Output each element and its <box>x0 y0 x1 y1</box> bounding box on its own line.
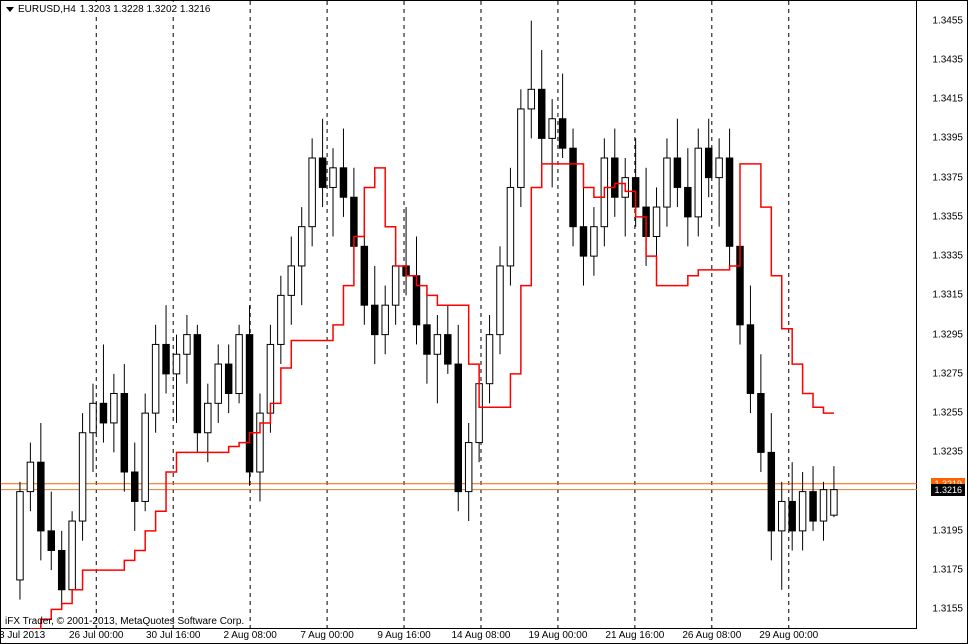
chart-window[interactable]: EURUSD,H4 1.3203 1.3228 1.3202 1.3216 1.… <box>0 0 968 644</box>
symbol-timeframe-label: EURUSD,H4 <box>18 4 76 15</box>
x-tick-label: 29 Aug 00:00 <box>759 630 818 641</box>
plot-area[interactable] <box>1 1 917 629</box>
x-tick-label: 9 Aug 16:00 <box>377 630 430 641</box>
chart-header: EURUSD,H4 1.3203 1.3228 1.3202 1.3216 <box>2 2 210 16</box>
y-tick-label: 1.3335 <box>932 251 963 262</box>
y-tick-label: 1.3435 <box>932 54 963 65</box>
y-tick-label: 1.3255 <box>932 408 963 419</box>
y-tick-label: 1.3375 <box>932 172 963 183</box>
x-tick-label: 30 Jul 16:00 <box>146 630 201 641</box>
x-tick-label: 26 Aug 08:00 <box>682 630 741 641</box>
y-tick-label: 1.3175 <box>932 565 963 576</box>
y-tick-label: 1.3315 <box>932 290 963 301</box>
y-tick-label: 1.3275 <box>932 368 963 379</box>
x-tick-label: 7 Aug 00:00 <box>300 630 353 641</box>
y-tick-label: 1.3355 <box>932 211 963 222</box>
y-tick-label: 1.3295 <box>932 329 963 340</box>
ohlc-label: 1.3203 1.3228 1.3202 1.3216 <box>80 4 211 15</box>
y-axis: 1.31551.31751.31951.32151.32351.32551.32… <box>917 1 967 629</box>
x-tick-label: 26 Jul 00:00 <box>69 630 124 641</box>
chart-svg <box>1 1 917 629</box>
y-tick-label: 1.3455 <box>932 15 963 26</box>
y-tick-label: 1.3415 <box>932 94 963 105</box>
x-tick-label: 21 Aug 16:00 <box>605 630 664 641</box>
copyright-label: iFX Trader, © 2001-2013, MetaQuotes Soft… <box>5 616 244 627</box>
x-axis: 23 Jul 2013 26 Jul 00:00 30 Jul 16:00 2 Aug… <box>1 629 917 643</box>
price-badge: 1.3216 <box>931 484 965 496</box>
x-tick-label: 14 Aug 08:00 <box>451 630 510 641</box>
x-tick-label: 19 Aug 00:00 <box>528 630 587 641</box>
x-tick-label: 2 Aug 08:00 <box>223 630 276 641</box>
y-tick-label: 1.3395 <box>932 133 963 144</box>
x-tick-label: 23 Jul 2013 <box>0 630 45 641</box>
dropdown-arrow-icon[interactable] <box>6 7 14 12</box>
y-tick-label: 1.3235 <box>932 447 963 458</box>
y-tick-label: 1.3195 <box>932 525 963 536</box>
y-tick-label: 1.3155 <box>932 604 963 615</box>
